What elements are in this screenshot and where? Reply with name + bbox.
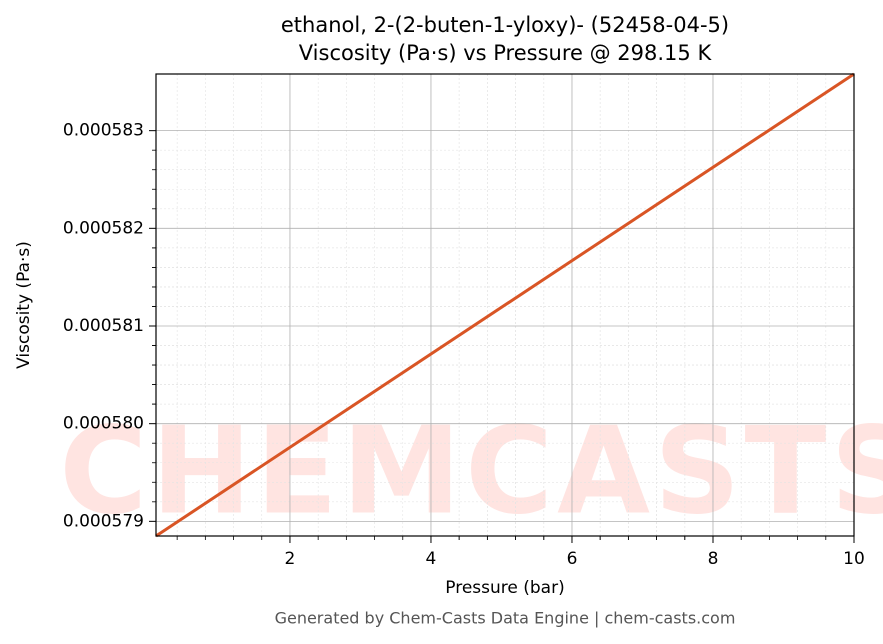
y-tick-label: 0.000581 — [63, 316, 144, 336]
x-tick-label: 6 — [567, 549, 578, 569]
y-axis-label: Viscosity (Pa·s) — [14, 241, 34, 369]
y-tick-label: 0.000580 — [63, 414, 144, 434]
x-tick-label: 10 — [843, 549, 865, 569]
x-tick-label: 4 — [426, 549, 437, 569]
x-axis-label: Pressure (bar) — [445, 578, 564, 598]
chart-title: ethanol, 2-(2-buten-1-yloxy)- (52458-04-… — [281, 13, 729, 37]
x-tick-label: 2 — [285, 549, 296, 569]
y-tick-label: 0.000583 — [63, 121, 144, 141]
x-tick-label: 8 — [708, 549, 719, 569]
line — [155, 72, 855, 538]
watermark: CHEMCASTS — [59, 403, 883, 542]
plot-frame — [155, 73, 855, 537]
y-tick-label: 0.000579 — [63, 511, 144, 531]
y-tick-label: 0.000582 — [63, 218, 144, 238]
footer: Generated by Chem-Casts Data Engine | ch… — [275, 609, 736, 628]
chart-subtitle: Viscosity (Pa·s) vs Pressure @ 298.15 K — [299, 41, 713, 65]
